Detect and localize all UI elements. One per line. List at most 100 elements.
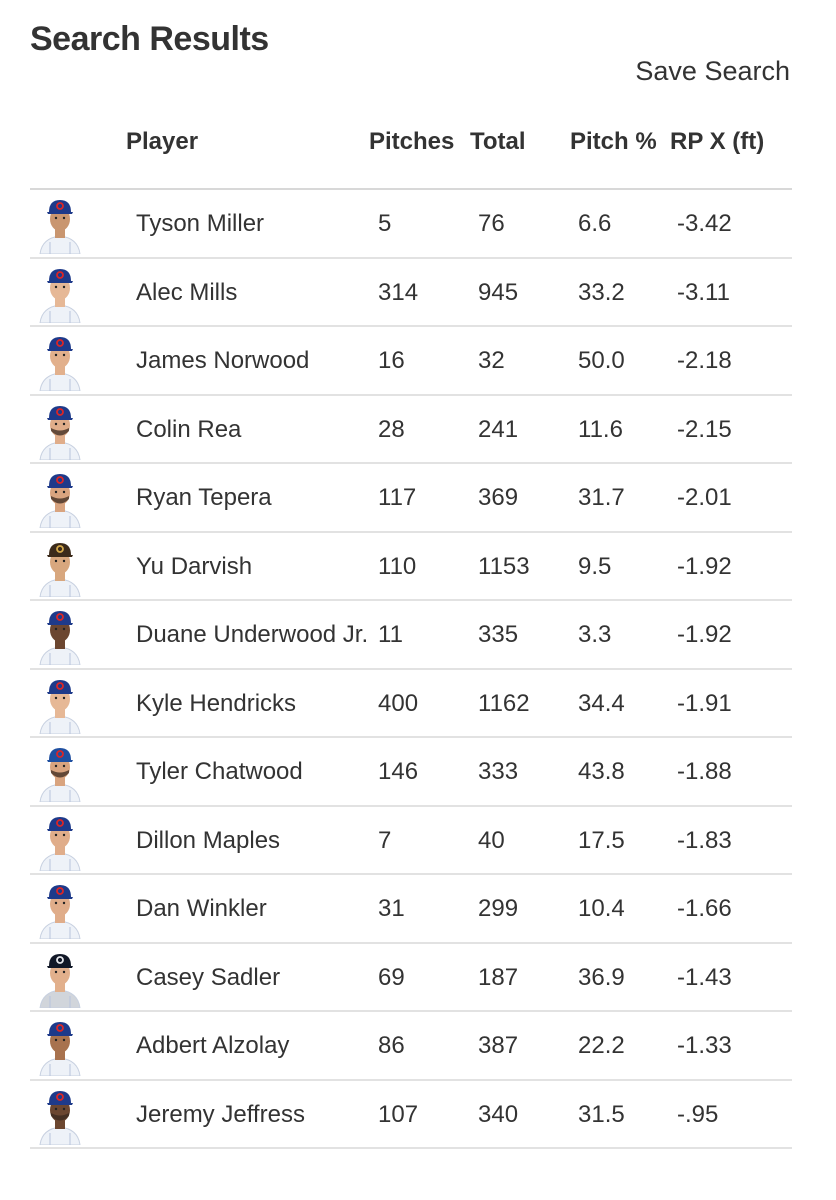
rp-x-value: -1.88 bbox=[677, 758, 732, 785]
table-row[interactable]: Tyson Miller 5 76 6.6 -3.42 bbox=[30, 190, 792, 259]
player-name[interactable]: Casey Sadler bbox=[136, 963, 281, 991]
player-headshot-icon[interactable] bbox=[36, 331, 84, 391]
pitches-value: 5 bbox=[378, 210, 392, 237]
rp-x-value: -2.15 bbox=[677, 415, 732, 443]
column-header-pitches[interactable]: Pitches bbox=[369, 128, 455, 155]
pitch-pct-value: 36.9 bbox=[578, 963, 625, 991]
pitch-pct-value: 50.0 bbox=[578, 347, 625, 374]
rp-x-value: -2.01 bbox=[677, 484, 732, 511]
pitches-value: 400 bbox=[378, 689, 419, 717]
save-search-button[interactable]: Save Search bbox=[635, 56, 790, 86]
pitches-value: 69 bbox=[378, 963, 405, 991]
player-headshot-icon[interactable] bbox=[36, 194, 84, 254]
table-row[interactable]: James Norwood 16 32 50.0 -2.18 bbox=[30, 327, 792, 396]
player-headshot-icon[interactable] bbox=[36, 811, 84, 871]
total-value: 187 bbox=[478, 963, 519, 991]
pitches-value: 117 bbox=[378, 484, 417, 511]
table-row[interactable]: Ryan Tepera 117 369 31.7 -2.01 bbox=[30, 464, 792, 533]
table-row[interactable]: Jeremy Jeffress 107 340 31.5 -.95 bbox=[30, 1081, 792, 1149]
table-row[interactable]: Colin Rea 28 241 11.6 -2.15 bbox=[30, 396, 792, 464]
pitches-value: 31 bbox=[378, 895, 405, 922]
player-name[interactable]: Colin Rea bbox=[136, 415, 242, 443]
column-header-rp-x[interactable]: RP X (ft) bbox=[670, 128, 765, 155]
player-name[interactable]: Ryan Tepera bbox=[136, 484, 272, 511]
rp-x-value: -3.42 bbox=[677, 210, 732, 237]
total-value: 369 bbox=[478, 484, 519, 511]
total-value: 335 bbox=[478, 621, 519, 648]
pitch-pct-value: 9.5 bbox=[578, 552, 612, 580]
player-headshot-icon[interactable] bbox=[36, 400, 84, 460]
pitches-value: 28 bbox=[378, 415, 405, 443]
table-row[interactable]: Yu Darvish 110 1153 9.5 -1.92 bbox=[30, 533, 792, 601]
rp-x-value: -1.92 bbox=[677, 552, 732, 580]
player-name[interactable]: Yu Darvish bbox=[136, 552, 253, 580]
pitch-pct-value: 11.6 bbox=[578, 415, 623, 443]
player-headshot-icon[interactable] bbox=[36, 537, 84, 597]
player-headshot-icon[interactable] bbox=[36, 605, 84, 665]
table-row[interactable]: Tyler Chatwood 146 333 43.8 -1.88 bbox=[30, 738, 792, 807]
page-title: Search Results bbox=[30, 20, 269, 58]
total-value: 945 bbox=[478, 278, 519, 306]
player-headshot-icon[interactable] bbox=[36, 879, 84, 939]
table-row[interactable]: Duane Underwood Jr. 11 335 3.3 -1.92 bbox=[30, 601, 792, 670]
pitches-value: 110 bbox=[378, 552, 417, 580]
table-row[interactable]: Casey Sadler 69 187 36.9 -1.43 bbox=[30, 944, 792, 1012]
total-value: 333 bbox=[478, 758, 519, 785]
player-name[interactable]: Kyle Hendricks bbox=[136, 689, 297, 717]
player-headshot-icon[interactable] bbox=[36, 1085, 84, 1145]
player-headshot-icon[interactable] bbox=[36, 263, 84, 323]
pitches-value: 314 bbox=[378, 278, 419, 306]
table-row[interactable]: Adbert Alzolay 86 387 22.2 -1.33 bbox=[30, 1012, 792, 1081]
player-name[interactable]: Duane Underwood Jr. bbox=[136, 621, 369, 648]
total-value: 76 bbox=[478, 210, 505, 237]
player-headshot-icon[interactable] bbox=[36, 674, 84, 734]
rp-x-value: -1.66 bbox=[677, 895, 732, 922]
total-value: 40 bbox=[478, 826, 505, 854]
column-header-player[interactable]: Player bbox=[126, 128, 199, 155]
player-name[interactable]: Alec Mills bbox=[136, 278, 238, 306]
rp-x-value: -1.92 bbox=[677, 621, 732, 648]
pitches-value: 16 bbox=[378, 347, 405, 374]
rp-x-value: -1.33 bbox=[677, 1032, 732, 1059]
pitch-pct-value: 22.2 bbox=[578, 1032, 625, 1059]
total-value: 387 bbox=[478, 1032, 519, 1059]
player-name[interactable]: Adbert Alzolay bbox=[136, 1032, 290, 1059]
rp-x-value: -1.83 bbox=[677, 826, 732, 854]
rp-x-value: -2.18 bbox=[677, 347, 732, 374]
table-row[interactable]: Dan Winkler 31 299 10.4 -1.66 bbox=[30, 875, 792, 944]
rp-x-value: -1.43 bbox=[677, 963, 732, 991]
pitch-pct-value: 6.6 bbox=[578, 210, 612, 237]
pitch-pct-value: 17.5 bbox=[578, 826, 625, 854]
pitch-pct-value: 3.3 bbox=[578, 621, 612, 648]
player-headshot-icon[interactable] bbox=[36, 1016, 84, 1076]
results-table: Player Pitches Total Pitch % RP X (ft) T… bbox=[30, 110, 792, 1149]
table-row[interactable]: Kyle Hendricks 400 1162 34.4 -1.91 bbox=[30, 670, 792, 738]
player-name[interactable]: Tyson Miller bbox=[136, 210, 265, 237]
pitch-pct-value: 34.4 bbox=[578, 689, 625, 717]
table-row[interactable]: Alec Mills 314 945 33.2 -3.11 bbox=[30, 259, 792, 327]
total-value: 241 bbox=[478, 415, 519, 443]
table-row[interactable]: Dillon Maples 7 40 17.5 -1.83 bbox=[30, 807, 792, 875]
player-headshot-icon[interactable] bbox=[36, 742, 84, 802]
table-header: Player Pitches Total Pitch % RP X (ft) bbox=[30, 110, 792, 190]
player-name[interactable]: Dan Winkler bbox=[136, 895, 267, 922]
rp-x-value: -3.11 bbox=[677, 278, 730, 306]
table-body: Tyson Miller 5 76 6.6 -3.42 Alec Mills 314 945… bbox=[30, 190, 792, 1149]
pitches-value: 146 bbox=[378, 758, 419, 785]
total-value: 299 bbox=[478, 895, 519, 922]
column-header-total[interactable]: Total bbox=[470, 128, 526, 155]
pitch-pct-value: 10.4 bbox=[578, 895, 625, 922]
total-value: 32 bbox=[478, 347, 505, 374]
pitch-pct-value: 43.8 bbox=[578, 758, 625, 785]
player-name[interactable]: Tyler Chatwood bbox=[136, 758, 303, 785]
pitches-value: 7 bbox=[378, 826, 392, 854]
column-header-pitch-pct[interactable]: Pitch % bbox=[570, 128, 657, 155]
player-headshot-icon[interactable] bbox=[36, 948, 84, 1008]
pitch-pct-value: 33.2 bbox=[578, 278, 625, 306]
player-name[interactable]: Jeremy Jeffress bbox=[136, 1100, 305, 1128]
player-headshot-icon[interactable] bbox=[36, 468, 84, 528]
player-name[interactable]: Dillon Maples bbox=[136, 826, 281, 854]
total-value: 1162 bbox=[478, 689, 530, 717]
player-name[interactable]: James Norwood bbox=[136, 347, 310, 374]
rp-x-value: -1.91 bbox=[677, 689, 732, 717]
